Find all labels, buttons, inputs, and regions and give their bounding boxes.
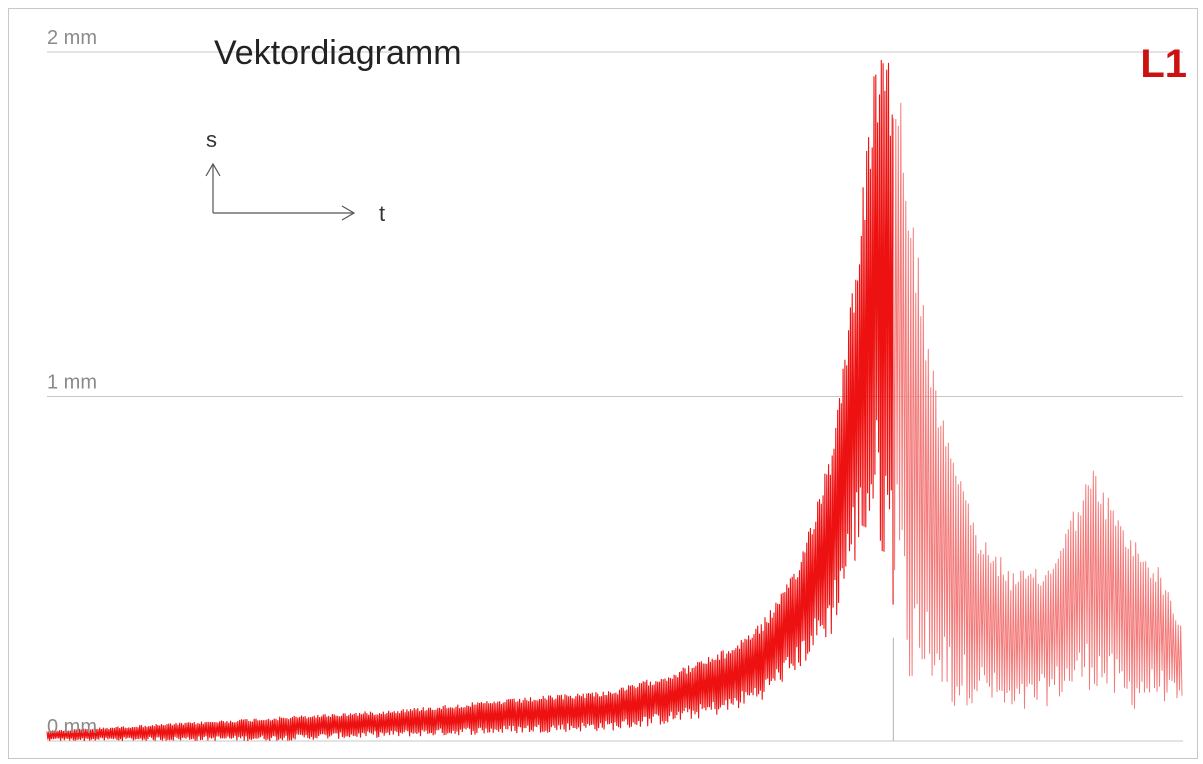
t-axis-arrowhead bbox=[341, 205, 356, 221]
channel-label: L1 bbox=[1140, 42, 1187, 86]
axis-orientation-icon: s t bbox=[205, 127, 385, 226]
s-axis-letter: s bbox=[206, 127, 217, 152]
vector-diagram-chart: 0 mm 1 mm 2 mm Vektordiagramm L1 s t bbox=[46, 27, 1187, 742]
chart-frame: 0 mm 1 mm 2 mm Vektordiagramm L1 s t bbox=[8, 8, 1198, 759]
y-tick-label-1: 1 mm bbox=[47, 372, 97, 394]
signal-decay-trace bbox=[892, 102, 1183, 709]
signal-main-trace bbox=[46, 59, 894, 742]
s-axis-arrowhead bbox=[205, 162, 221, 177]
t-axis-letter: t bbox=[379, 201, 385, 226]
y-tick-labels: 0 mm 1 mm 2 mm bbox=[47, 27, 97, 738]
grid bbox=[47, 51, 1183, 742]
y-tick-label-2: 2 mm bbox=[47, 27, 97, 49]
y-tick-label-0: 0 mm bbox=[47, 716, 97, 738]
chart-title: Vektordiagramm bbox=[214, 34, 462, 72]
signal-series bbox=[46, 59, 1183, 742]
